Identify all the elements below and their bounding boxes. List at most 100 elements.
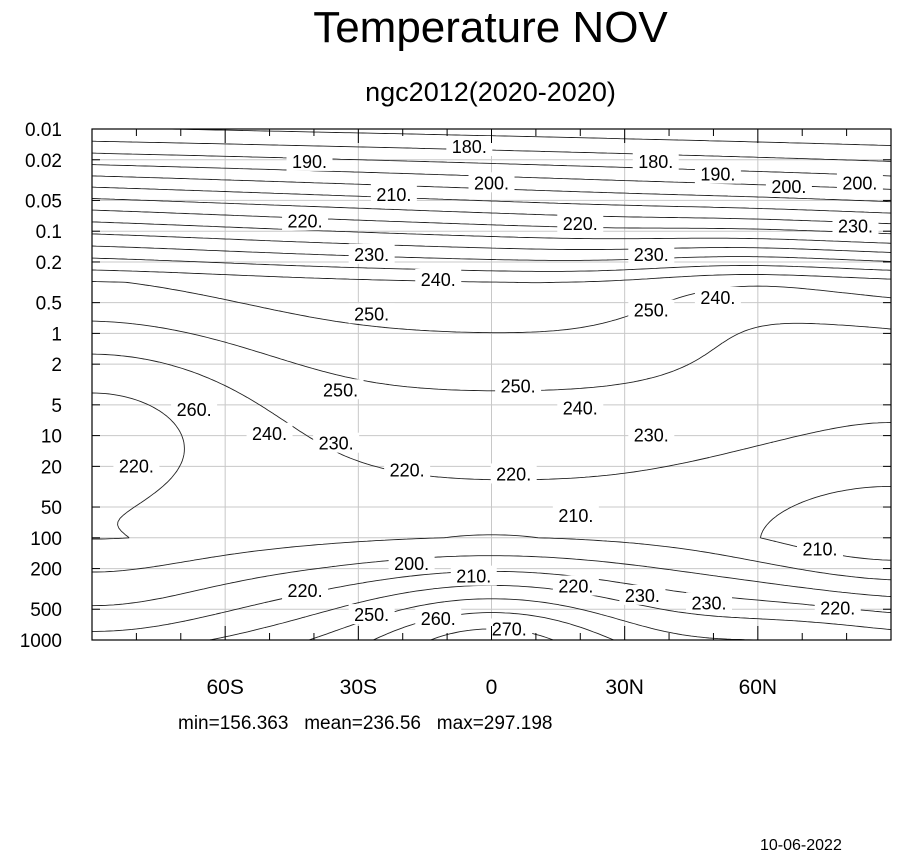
y-tick-label-3: 0.1	[36, 222, 62, 243]
contour-label-31: 220.	[558, 577, 593, 597]
contour-label-34: 230.	[691, 594, 726, 614]
y-tick-label-9: 10	[41, 427, 62, 448]
contour-label-bg-11	[348, 243, 395, 264]
contour-label-bg-5	[370, 183, 417, 204]
contour-label-bg-30	[450, 565, 497, 586]
contour-label-9: 220.	[563, 214, 598, 234]
contour-label-bg-10	[832, 215, 879, 236]
contour-label-32: 220.	[288, 581, 323, 601]
contour-label-bg-32	[282, 579, 329, 600]
contour-label-bg-26	[490, 463, 537, 484]
y-tick-label-6: 1	[51, 324, 62, 345]
y-tick-label-8: 5	[51, 396, 62, 417]
contour-line-210	[91, 198, 892, 225]
y-tick-label-1: 0.02	[25, 151, 62, 172]
contour-label-24: 220.	[119, 456, 154, 476]
contour-label-bg-19	[171, 398, 218, 419]
y-tick-label-4: 0.2	[36, 253, 62, 274]
x-tick-label-1: 30S	[340, 676, 377, 699]
contour-label-37: 260.	[421, 609, 456, 629]
y-tick-label-5: 0.5	[36, 294, 62, 315]
chart-title: Temperature NOV	[313, 3, 668, 52]
contour-label-19: 260.	[177, 400, 212, 420]
contour-label-8: 220.	[288, 211, 323, 231]
contour-label-2: 180.	[638, 152, 673, 172]
contour-label-bg-13	[415, 268, 462, 289]
contour-label-14: 240.	[700, 288, 735, 308]
contour-label-bg-4	[468, 172, 515, 193]
contour-label-bg-25	[384, 459, 431, 480]
grid-lines	[92, 128, 891, 641]
contour-label-17: 250.	[323, 380, 358, 400]
contour-labels: 180. 190. 180. 190. 200. 210. 200. 200. 220. 220.…	[113, 135, 883, 640]
contour-label-bg-34	[686, 592, 733, 613]
contour-label-bg-31	[552, 575, 599, 596]
contour-label-bg-2	[632, 150, 679, 171]
contour-label-bg-29	[388, 552, 435, 573]
contour-label-bg-28	[796, 538, 843, 559]
contour-line-220	[91, 221, 892, 244]
contour-label-23: 230.	[634, 426, 669, 446]
contour-label-bg-22	[313, 432, 360, 453]
y-tick-label-2: 0.05	[25, 191, 62, 212]
contour-label-12: 230.	[634, 245, 669, 265]
y-tick-label-12: 100	[30, 529, 62, 550]
contour-label-1: 190.	[292, 152, 327, 172]
contour-label-bg-18	[495, 375, 542, 396]
contour-line-200	[91, 175, 892, 203]
y-tick-label-15: 1000	[20, 631, 62, 652]
contour-label-bg-16	[628, 299, 675, 320]
chart-subtitle: ngc2012(2020-2020)	[365, 77, 616, 107]
contour-label-20: 240.	[563, 398, 598, 418]
contour-label-bg-12	[628, 243, 675, 264]
contour-label-bg-23	[628, 424, 675, 445]
axes: 0.01 0.02 0.05 0.1 0.2 0.5 1 2 5 10 20 50 100 200 500 1…	[20, 120, 892, 699]
contour-label-13: 240.	[421, 270, 456, 290]
x-tick-label-0: 60S	[206, 676, 243, 699]
contour-line-230	[91, 245, 892, 641]
contour-label-27: 210.	[558, 506, 593, 526]
contour-line-180	[168, 128, 892, 146]
contour-label-bg-15	[348, 303, 395, 324]
contour-label-bg-3	[694, 163, 741, 184]
contour-label-6: 200.	[771, 177, 806, 197]
y-tick-label-14: 500	[30, 600, 62, 621]
contour-label-bg-8	[282, 210, 329, 231]
contour-line-205	[91, 186, 892, 214]
contour-label-36: 250.	[354, 605, 389, 625]
y-tick-label-10: 20	[41, 457, 62, 478]
y-tick-label-0: 0.01	[25, 120, 62, 141]
contour-label-bg-33	[619, 584, 666, 605]
contour-line-255	[91, 353, 892, 581]
contour-label-4: 200.	[474, 173, 509, 193]
contour-label-28: 210.	[802, 539, 837, 559]
y-tick-label-7: 2	[51, 355, 62, 376]
contour-label-11: 230.	[354, 245, 389, 265]
contour-label-18: 250.	[501, 376, 536, 396]
contour-label-bg-38	[486, 618, 533, 639]
contour-label-15: 250.	[354, 304, 389, 324]
contour-label-5: 210.	[376, 185, 411, 205]
contour-label-33: 230.	[625, 586, 660, 606]
contour-label-bg-35	[814, 597, 861, 618]
contour-label-30: 210.	[456, 567, 491, 587]
contour-label-7: 200.	[842, 173, 877, 193]
x-tick-label-3: 30N	[605, 676, 644, 699]
contour-label-bg-7	[836, 172, 883, 193]
contour-label-bg-36	[348, 604, 395, 625]
contour-label-16: 250.	[634, 301, 669, 321]
contour-label-bg-27	[552, 504, 599, 525]
stats-summary: min=156.363 mean=236.56 max=297.198	[178, 713, 553, 734]
contour-line-250	[91, 320, 892, 607]
y-tick-label-11: 50	[41, 498, 62, 519]
contour-label-38: 270.	[492, 620, 527, 640]
x-tick-label-4: 60N	[739, 676, 778, 699]
contour-label-bg-14	[694, 286, 741, 307]
contour-line-240	[91, 269, 892, 641]
y-tick-label-13: 200	[30, 560, 62, 581]
contour-label-26: 220.	[496, 464, 531, 484]
contour-label-bg-17	[317, 379, 364, 400]
x-tick-label-2: 0	[486, 676, 498, 699]
contour-label-25: 220.	[390, 461, 425, 481]
